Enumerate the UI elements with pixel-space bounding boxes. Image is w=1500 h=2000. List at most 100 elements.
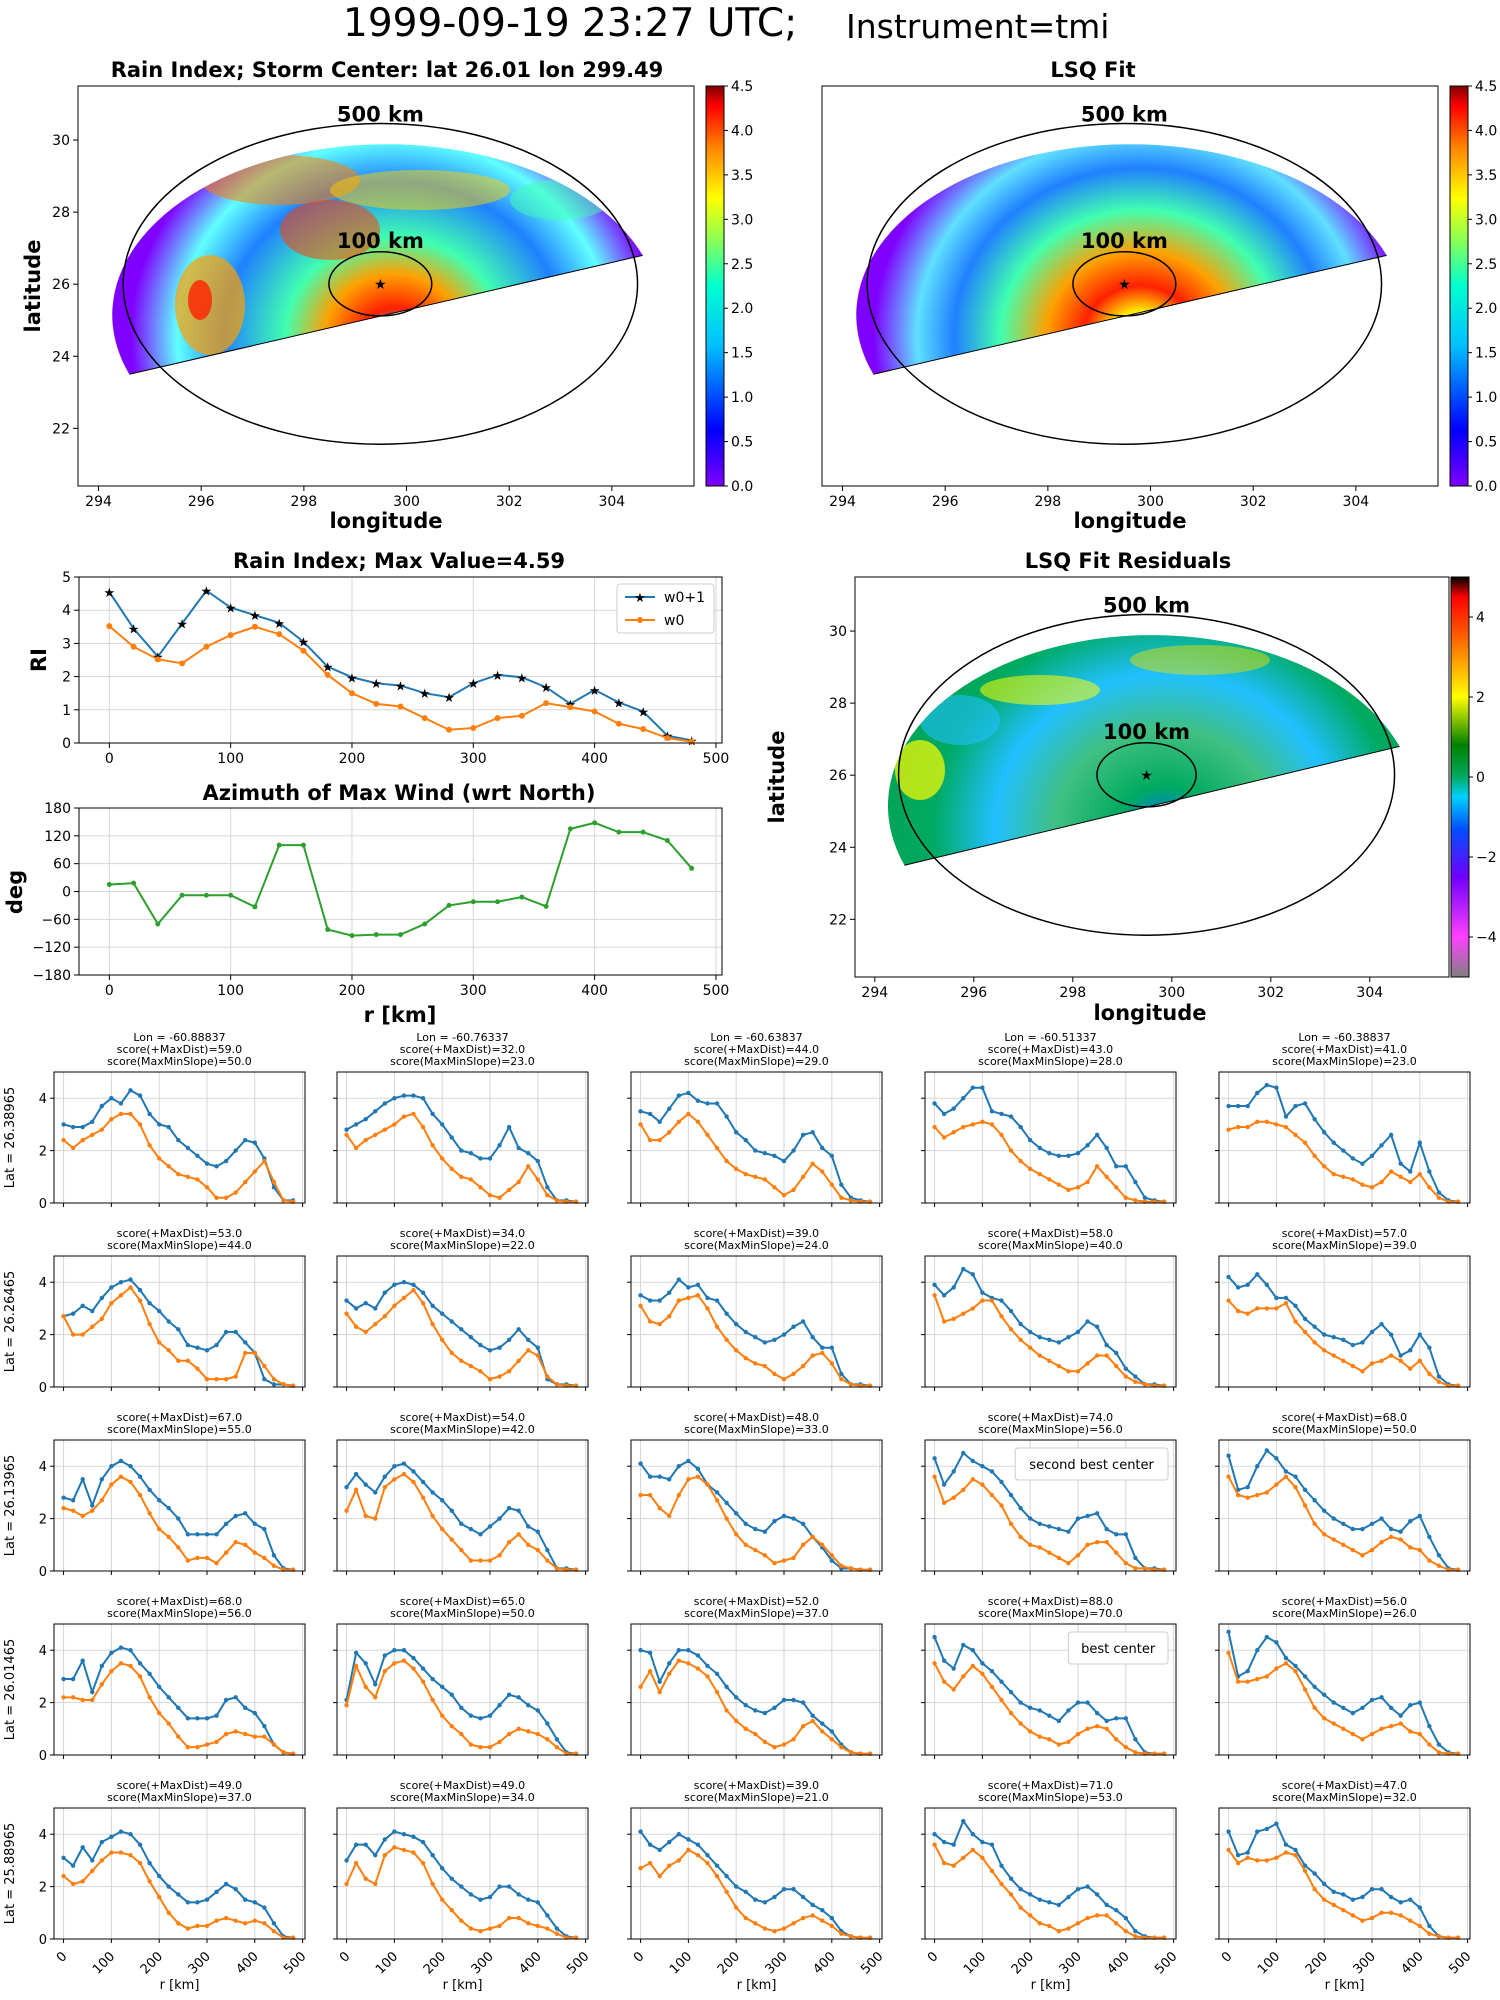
data-point-w0 (657, 1689, 662, 1695)
data-point-w0p1 (1360, 1161, 1365, 1166)
panel-score-maxminslope: score(MaxMinSlope)=33.0 (684, 1423, 829, 1436)
data-point-w0 (61, 1314, 66, 1319)
data-point-w0p1 (353, 1471, 359, 1477)
data-point-w0 (344, 1132, 349, 1138)
data-point-w0p1 (772, 1519, 777, 1524)
data-point-w0p1 (1283, 1114, 1289, 1119)
data-point-w0 (961, 1855, 966, 1860)
panel-xlabel: r [km] (1031, 1978, 1071, 1993)
data-point-w0p1 (185, 1145, 191, 1151)
data-point-w0p1 (382, 1101, 388, 1106)
data-point-w0p1: ★ (492, 669, 504, 684)
data-point-w0p1 (1094, 1710, 1100, 1716)
panel-frame (1218, 1439, 1471, 1572)
y-tick-label: 4 (39, 1644, 47, 1659)
x-tick-label: 302 (496, 494, 523, 510)
x-tick-label: 500 (1152, 1949, 1180, 1977)
data-point-w0 (147, 1695, 152, 1700)
panel-score-maxdist: score(+MaxDist)=74.0 (988, 1411, 1113, 1424)
data-point-w0p1 (1018, 1124, 1023, 1130)
data-point-w0p1 (166, 1319, 171, 1324)
data-point-w0p1 (781, 1887, 787, 1892)
data-point-w0p1 (156, 1308, 162, 1314)
data-point-w0p1 (1388, 1332, 1394, 1337)
data-point-w0p1 (820, 1345, 825, 1350)
data-point-w0 (743, 1355, 748, 1361)
data-point-w0 (1037, 1545, 1042, 1550)
data-point-w0 (204, 1185, 210, 1190)
data-point-w0 (664, 735, 671, 742)
x-tick-label: 400 (581, 983, 608, 999)
data-point-w0p1 (1331, 1335, 1336, 1340)
data-point-w0p1 (941, 1293, 947, 1298)
data-point-w0p1 (373, 1306, 378, 1311)
data-point-w0p1 (667, 1290, 672, 1295)
data-point-w0 (118, 1111, 124, 1117)
data-point-w0 (373, 700, 380, 707)
data-point-w0p1 (195, 1345, 200, 1350)
data-point-w0 (753, 1731, 758, 1737)
data-point-w0p1 (980, 1661, 985, 1666)
data-point-azimuth (106, 882, 112, 888)
data-point-w0 (714, 1873, 720, 1879)
data-point-w0p1 (468, 1892, 474, 1897)
data-point-w0p1 (535, 1529, 540, 1534)
data-point-w0 (147, 1511, 152, 1516)
data-point-w0 (1255, 1119, 1260, 1124)
data-point-w0 (1283, 1474, 1289, 1479)
data-point-w0 (353, 1487, 359, 1492)
colorbar-tick-label: 2.5 (731, 257, 753, 273)
x-tick-label: 300 (186, 1949, 214, 1977)
data-point-w0 (941, 1500, 947, 1506)
data-point-w0 (176, 1545, 181, 1550)
data-point-w0 (373, 1132, 378, 1138)
data-point-w0p1 (545, 1547, 550, 1553)
colorbar-tick-label: 0.0 (731, 479, 753, 495)
data-point-w0 (810, 1718, 815, 1724)
data-point-w0 (753, 1547, 758, 1553)
data-point-w0 (446, 726, 453, 733)
data-point-w0p1 (753, 1897, 758, 1902)
x-tick-label: 200 (339, 751, 366, 767)
data-point-w0 (1331, 1171, 1336, 1177)
data-point-w0p1 (1398, 1161, 1403, 1166)
data-point-w0 (363, 1137, 368, 1143)
data-point-w0p1 (1360, 1340, 1365, 1345)
data-point-w0 (667, 1671, 672, 1676)
panel-frame (924, 1439, 1177, 1572)
data-point-w0 (1255, 1858, 1260, 1863)
legend-marker-w0p1: ★ (634, 591, 646, 606)
data-point-w0 (401, 1114, 407, 1119)
data-point-w0p1 (1018, 1887, 1023, 1892)
data-point-w0p1: ★ (613, 696, 625, 711)
y-tick-label: 0 (62, 736, 71, 752)
data-point-w0 (1066, 1739, 1071, 1745)
data-point-w0 (647, 1137, 653, 1143)
data-point-w0 (195, 1366, 200, 1371)
x-tick-label: 0 (54, 1949, 70, 1965)
data-point-w0 (1094, 1913, 1100, 1918)
annotation-box (1067, 1631, 1169, 1665)
panel-score-maxdist: score(+MaxDist)=57.0 (1282, 1227, 1407, 1240)
data-point-w0 (848, 1934, 854, 1939)
data-point-w0p1 (951, 1106, 956, 1111)
data-point-w0 (1037, 1734, 1042, 1739)
data-point-w0p1 (118, 1101, 124, 1106)
x-tick-label: 500 (1446, 1949, 1474, 1977)
data-point-w0 (1133, 1750, 1138, 1755)
data-point-w0p1 (99, 1839, 105, 1845)
ring-100km (1096, 742, 1197, 808)
data-point-w0p1 (743, 1703, 748, 1708)
data-point-w0 (638, 1492, 643, 1498)
data-point-w0p1 (214, 1164, 219, 1169)
data-point-w0 (615, 720, 622, 727)
data-point-w0p1 (1360, 1526, 1365, 1532)
data-point-w0 (1255, 1306, 1260, 1311)
panel-score-maxminslope: score(MaxMinSlope)=53.0 (978, 1791, 1123, 1804)
data-point-w0 (506, 1369, 512, 1374)
data-point-w0 (223, 1550, 229, 1555)
data-point-w0 (791, 1187, 796, 1193)
data-point-w0p1 (497, 1345, 502, 1350)
data-point-w0p1 (214, 1342, 219, 1348)
data-point-w0p1 (800, 1319, 806, 1324)
